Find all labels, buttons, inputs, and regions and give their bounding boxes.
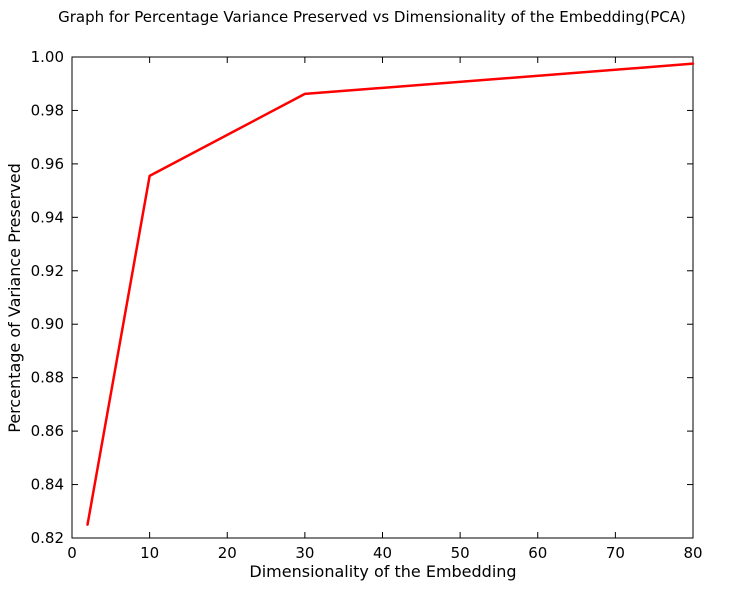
y-tick-label: 0.96 (31, 155, 64, 173)
y-tick-label: 0.86 (31, 422, 64, 440)
x-tick-label: 10 (140, 544, 159, 562)
y-tick-label: 0.92 (31, 262, 64, 280)
y-tick-label: 0.94 (31, 208, 64, 226)
x-tick-label: 60 (528, 544, 547, 562)
y-tick-label: 0.84 (31, 476, 64, 494)
chart-title: Graph for Percentage Variance Preserved … (58, 8, 686, 26)
variance-line (86, 62, 695, 526)
plot-area (71, 56, 694, 539)
plot-layer: 0 10 20 30 40 50 60 70 80 0.82 0.84 0.86 0.88 0.90 0.9… (31, 48, 703, 562)
x-axis-label: Dimensionality of the Embedding (249, 562, 516, 581)
x-tick-label: 70 (606, 544, 625, 562)
x-tick-label: 0 (67, 544, 77, 562)
y-tick-label: 0.88 (31, 369, 64, 387)
y-axis-label: Percentage of Variance Preserved (5, 163, 24, 432)
x-tick-label: 50 (451, 544, 470, 562)
x-tick-label: 20 (218, 544, 237, 562)
x-tick-label: 40 (373, 544, 392, 562)
y-tick-label: 0.82 (31, 529, 64, 547)
y-tick-label: 0.98 (31, 101, 64, 119)
x-tick-label: 30 (295, 544, 314, 562)
y-tick-label: 1.00 (31, 48, 64, 66)
x-tick-label: 80 (683, 544, 702, 562)
y-tick-label: 0.90 (31, 315, 64, 333)
